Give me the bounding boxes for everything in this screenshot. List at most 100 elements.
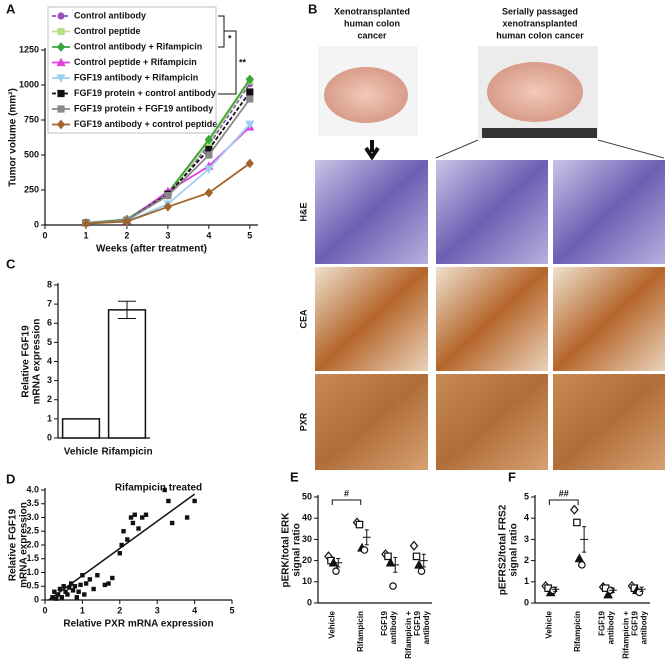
point — [95, 573, 100, 578]
marker — [574, 553, 585, 563]
x-tick-label: antibody — [389, 610, 398, 644]
y-tick-label: 5 — [47, 337, 52, 347]
y-tick-label: 1 — [47, 413, 52, 423]
micrograph — [553, 160, 665, 264]
point — [65, 592, 70, 597]
marker — [56, 42, 66, 52]
x-tick-label: 1 — [83, 230, 88, 240]
marker — [417, 567, 426, 576]
x-tick-label: FGF19 — [631, 610, 640, 635]
marker — [57, 27, 65, 36]
marker — [164, 192, 172, 200]
point — [121, 529, 126, 534]
y-axis-label: Tumor volume (mm²) — [8, 88, 19, 187]
marker — [384, 552, 392, 561]
panel-label: C — [6, 256, 16, 271]
point — [128, 515, 134, 520]
annotation: ** — [239, 57, 247, 67]
y-tick-label: 3.0 — [26, 512, 39, 522]
y-tick-label: 6 — [47, 318, 52, 328]
chart-title: Rifampicin treated — [115, 483, 202, 494]
y-tick-label: 3 — [47, 375, 52, 385]
annotation: # — [344, 488, 349, 498]
y-axis-label: pERK/total ERK — [281, 512, 292, 588]
micrograph — [553, 374, 665, 470]
y-tick-label: 1000 — [19, 79, 39, 89]
caption: human colon cancer — [496, 30, 584, 40]
marker — [122, 216, 132, 227]
point — [87, 577, 93, 582]
marker — [57, 12, 65, 20]
significance-bracket — [218, 15, 237, 95]
marker — [245, 74, 254, 85]
legend-label: Control antibody + Rifampicin — [74, 41, 202, 51]
y-axis-label: mRNA expression — [32, 319, 43, 405]
x-tick-label: 5 — [229, 605, 234, 615]
point — [91, 586, 96, 592]
marker — [246, 88, 254, 96]
legend-label: Control peptide + Rifampicin — [74, 57, 197, 67]
point — [184, 515, 190, 520]
annotation: * — [228, 33, 232, 43]
marker — [245, 120, 255, 130]
marker — [578, 561, 586, 569]
marker — [603, 589, 613, 599]
point — [106, 581, 111, 586]
marker — [204, 165, 214, 174]
x-tick-label: 0 — [42, 230, 47, 240]
point — [83, 581, 89, 586]
x-axis-label: Weeks (after treatment) — [96, 244, 207, 255]
point — [70, 588, 76, 593]
caption: cancer — [357, 30, 387, 40]
row-label: H&E — [298, 202, 308, 221]
point — [59, 595, 65, 600]
legend-label: FGF19 protein + FGF19 antibody — [74, 103, 213, 113]
y-tick-label: 1.0 — [26, 567, 39, 577]
point — [110, 575, 115, 581]
marker — [246, 95, 254, 103]
y-tick-label: 1 — [524, 576, 529, 586]
y-tick-label: 0 — [47, 432, 52, 442]
grid-floor — [482, 128, 597, 138]
mean-error — [362, 529, 371, 546]
x-tick-label: Vehicle — [327, 610, 336, 638]
point — [169, 520, 175, 526]
marker — [573, 518, 581, 527]
error-bar — [118, 300, 136, 319]
y-axis-label: signal ratio — [292, 523, 303, 576]
marker — [570, 504, 579, 515]
x-tick-label: Rifampicin — [101, 447, 152, 458]
marker — [412, 552, 421, 561]
point — [162, 487, 167, 493]
point — [52, 589, 57, 594]
x-tick-label: Rifampicin + — [404, 611, 413, 659]
y-tick-label: 250 — [24, 184, 39, 194]
annotation: ## — [559, 488, 569, 498]
micrograph — [315, 160, 428, 264]
mouse — [487, 62, 583, 122]
point — [117, 551, 122, 556]
point — [132, 512, 137, 517]
x-tick-label: 4 — [192, 605, 197, 615]
mouse — [324, 67, 408, 123]
arrow — [364, 140, 380, 161]
y-tick-label: 20 — [302, 555, 312, 565]
y-tick-label: 5 — [524, 491, 529, 501]
y-tick-label: 0 — [524, 597, 529, 607]
y-tick-label: 2 — [47, 394, 52, 404]
y-tick-label: 10 — [302, 576, 312, 586]
mean-error — [608, 587, 617, 593]
connector — [435, 139, 665, 159]
y-axis-label: Relative FGF19 — [21, 325, 32, 398]
point — [55, 592, 61, 597]
marker — [81, 218, 91, 229]
y-tick-label: 2 — [524, 555, 529, 565]
y-axis-label: pEFRS2/total FRS2 — [498, 504, 509, 595]
y-tick-label: 1250 — [19, 44, 39, 54]
micrograph — [436, 374, 548, 470]
point — [143, 512, 149, 517]
y-tick-label: 4 — [524, 513, 529, 523]
legend-label: FGF19 antibody + control peptide — [74, 119, 217, 129]
marker — [204, 187, 213, 198]
